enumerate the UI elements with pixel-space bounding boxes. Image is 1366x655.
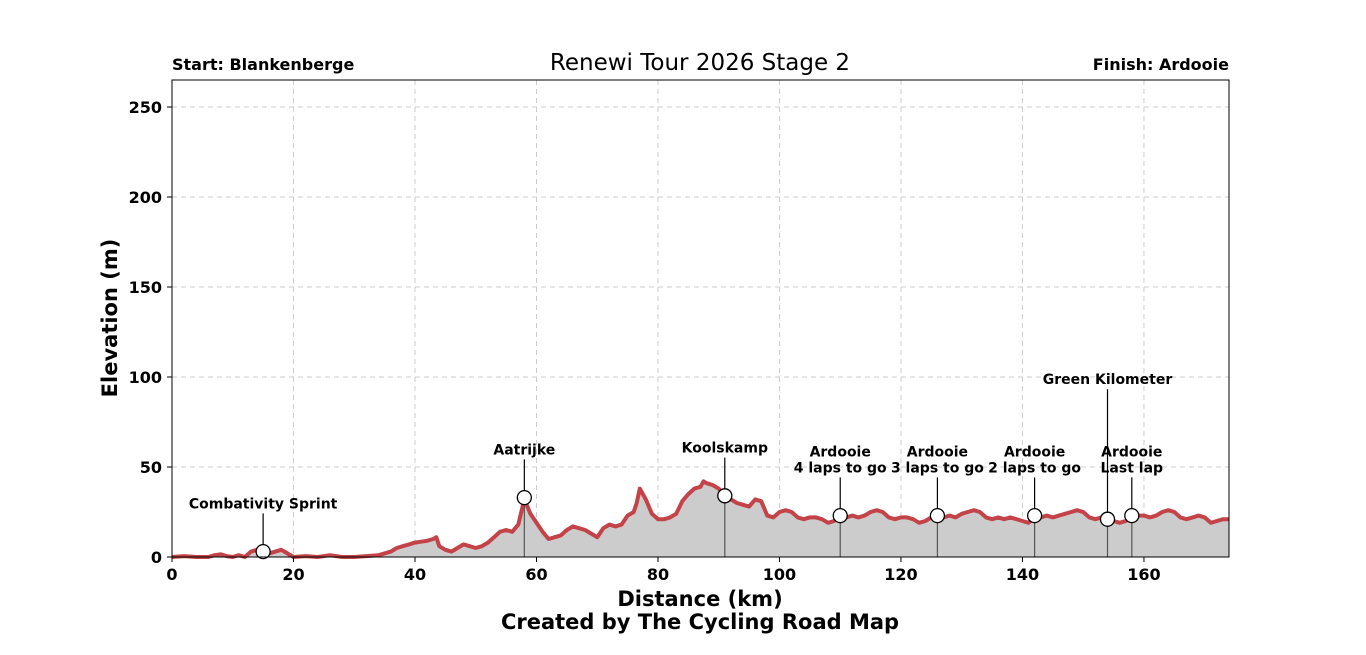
- x-tick-label: 0: [166, 565, 177, 584]
- marker-circle: [832, 507, 848, 524]
- elevation-area-fill: [172, 481, 1229, 557]
- x-tick-label: 40: [404, 565, 426, 584]
- profile-marker: Aatrijke: [493, 442, 555, 557]
- profile-marker: Koolskamp: [682, 441, 768, 557]
- y-axis-ticks: 0 50 100 150 200 250: [129, 98, 172, 567]
- x-tick-label: 100: [763, 565, 796, 584]
- marker-circle: [1099, 511, 1116, 527]
- marker-label: 3 laps to go: [891, 460, 984, 476]
- marker-circle: [1124, 507, 1140, 524]
- x-tick-label: 120: [884, 565, 917, 584]
- finish-label: Finish: Ardooie: [1093, 55, 1229, 74]
- x-tick-label: 60: [525, 565, 547, 584]
- marker-circle: [929, 507, 946, 524]
- y-tick-label: 150: [129, 278, 162, 297]
- marker-label: Ardooie: [810, 444, 871, 460]
- x-tick-label: 160: [1127, 565, 1160, 584]
- x-tick-label: 80: [647, 565, 669, 584]
- marker-circle: [717, 488, 733, 504]
- marker-label: 2 laps to go: [988, 460, 1081, 476]
- marker-label: Ardooie: [1004, 444, 1065, 460]
- marker-circle: [255, 543, 271, 560]
- plot-frame: [171, 79, 1230, 558]
- marker-circle: [516, 489, 532, 506]
- profile-marker: Combativity Sprint: [189, 496, 338, 560]
- marker-label: Ardooie: [1101, 444, 1162, 460]
- x-axis-ticks: 0 20 40 60 80 100 120 140 160: [166, 557, 1161, 584]
- marker-label: Last lap: [1101, 460, 1164, 476]
- credit-text: Created by The Cycling Road Map: [501, 610, 899, 634]
- marker-label: Green Kilometer: [1043, 372, 1173, 388]
- y-tick-label: 200: [129, 188, 162, 207]
- start-label: Start: Blankenberge: [172, 55, 354, 74]
- y-axis-label: Elevation (m): [98, 239, 122, 398]
- y-tick-label: 250: [129, 98, 162, 117]
- grid-lines: [171, 80, 1229, 558]
- x-axis-label: Distance (km): [617, 587, 782, 611]
- marker-label: Koolskamp: [682, 441, 768, 457]
- y-tick-label: 0: [151, 548, 162, 567]
- y-tick-label: 50: [140, 458, 162, 477]
- markers: Combativity Sprint Aatrijke Koolskamp Ardoo…: [189, 372, 1173, 560]
- chart-title: Renewi Tour 2026 Stage 2: [550, 50, 850, 76]
- elevation-profile-line: [171, 479, 1229, 559]
- marker-label: Combativity Sprint: [189, 496, 338, 512]
- marker-label: 4 laps to go: [794, 460, 887, 476]
- marker-circle: [1026, 507, 1043, 524]
- marker-label: Ardooie: [907, 444, 968, 460]
- x-tick-label: 140: [1006, 565, 1039, 584]
- x-tick-label: 20: [282, 565, 304, 584]
- profile-marker: Green Kilometer: [1043, 372, 1173, 557]
- marker-label: Aatrijke: [493, 442, 555, 458]
- y-tick-label: 100: [129, 368, 162, 387]
